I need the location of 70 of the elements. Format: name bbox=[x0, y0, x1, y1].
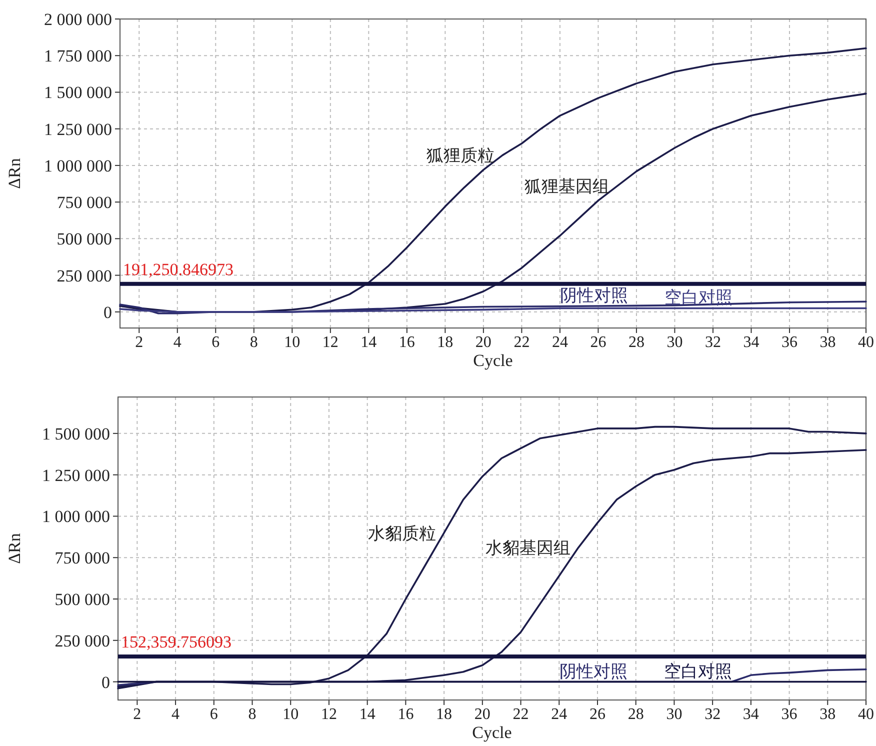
x-tick-label: 12 bbox=[322, 334, 338, 351]
x-tick-label: 30 bbox=[666, 334, 683, 351]
y-tick-label: 1 500 000 bbox=[44, 83, 112, 102]
ref-line-label: 191,250.846973 bbox=[123, 260, 234, 279]
series-label: 水貂质粒 bbox=[368, 524, 436, 543]
x-axis-title: Cycle bbox=[473, 351, 513, 370]
x-tick-label: 24 bbox=[552, 334, 568, 351]
x-tick-label: 4 bbox=[172, 706, 180, 723]
x-tick-label: 36 bbox=[781, 334, 798, 351]
x-tick-label: 38 bbox=[820, 706, 836, 723]
x-tick-label: 26 bbox=[590, 334, 606, 351]
series-label: 阴性对照 bbox=[560, 286, 628, 306]
x-tick-label: 28 bbox=[628, 334, 644, 351]
x-tick-label: 8 bbox=[248, 706, 256, 723]
y-tick-label: 2 000 000 bbox=[44, 10, 112, 29]
x-tick-label: 20 bbox=[475, 334, 492, 351]
y-tick-label: 250 000 bbox=[54, 631, 110, 650]
x-tick-label: 40 bbox=[858, 334, 874, 351]
x-tick-label: 2 bbox=[135, 334, 144, 351]
series-label: 狐狸基因组 bbox=[524, 176, 610, 196]
series-label: 水貂基因组 bbox=[485, 538, 570, 558]
x-tick-label: 2 bbox=[133, 706, 142, 723]
y-axis-title: ΔRn bbox=[5, 158, 24, 189]
x-tick-label: 4 bbox=[173, 334, 182, 351]
y-tick-label: 0 bbox=[102, 672, 110, 692]
y-tick-label: 1 750 000 bbox=[44, 46, 112, 66]
x-tick-label: 6 bbox=[210, 706, 218, 723]
ref-line-label: 152,359.756093 bbox=[121, 632, 232, 652]
series-label: 阴性对照 bbox=[559, 662, 628, 681]
y-tick-label: 1 250 000 bbox=[44, 120, 112, 139]
y-tick-label: 1 250 000 bbox=[42, 466, 110, 485]
x-tick-label: 26 bbox=[589, 706, 606, 723]
x-tick-label: 30 bbox=[666, 706, 682, 723]
x-tick-label: 16 bbox=[398, 334, 415, 351]
x-tick-label: 28 bbox=[628, 706, 644, 723]
y-tick-label: 1 000 000 bbox=[44, 156, 112, 176]
x-axis-title: Cycle bbox=[472, 723, 512, 742]
y-axis-title: ΔRn bbox=[5, 532, 24, 564]
y-tick-label: 500 000 bbox=[56, 230, 112, 249]
x-tick-label: 34 bbox=[742, 706, 759, 723]
x-tick-label: 32 bbox=[704, 334, 721, 351]
x-tick-label: 14 bbox=[359, 706, 376, 723]
x-tick-label: 32 bbox=[704, 706, 721, 723]
x-tick-label: 22 bbox=[514, 334, 530, 351]
x-tick-label: 18 bbox=[437, 334, 454, 351]
x-tick-label: 40 bbox=[858, 706, 874, 723]
x-tick-label: 22 bbox=[512, 706, 529, 723]
x-tick-label: 24 bbox=[551, 706, 568, 723]
y-tick-label: 250 000 bbox=[56, 266, 112, 286]
y-tick-label: 1 000 000 bbox=[42, 507, 110, 526]
y-tick-label: 1 500 000 bbox=[42, 424, 110, 444]
series-label: 狐狸质粒 bbox=[426, 146, 495, 166]
x-tick-label: 6 bbox=[212, 334, 220, 351]
x-tick-label: 8 bbox=[250, 334, 258, 351]
x-tick-label: 38 bbox=[820, 334, 836, 351]
x-tick-label: 36 bbox=[781, 706, 798, 723]
x-tick-label: 16 bbox=[398, 706, 414, 723]
x-tick-label: 34 bbox=[743, 334, 760, 351]
x-tick-label: 10 bbox=[282, 706, 299, 723]
y-tick-label: 0 bbox=[104, 302, 112, 322]
series-label: 空白对照 bbox=[664, 288, 733, 308]
y-tick-label: 750 000 bbox=[56, 193, 112, 212]
y-tick-label: 500 000 bbox=[54, 590, 110, 609]
y-tick-label: 750 000 bbox=[54, 548, 110, 568]
x-tick-label: 12 bbox=[320, 706, 337, 723]
x-tick-label: 10 bbox=[284, 334, 300, 351]
x-tick-label: 20 bbox=[474, 706, 490, 723]
x-tick-label: 14 bbox=[360, 334, 377, 351]
x-tick-label: 18 bbox=[436, 706, 452, 723]
series-label: 空白对照 bbox=[664, 662, 732, 681]
